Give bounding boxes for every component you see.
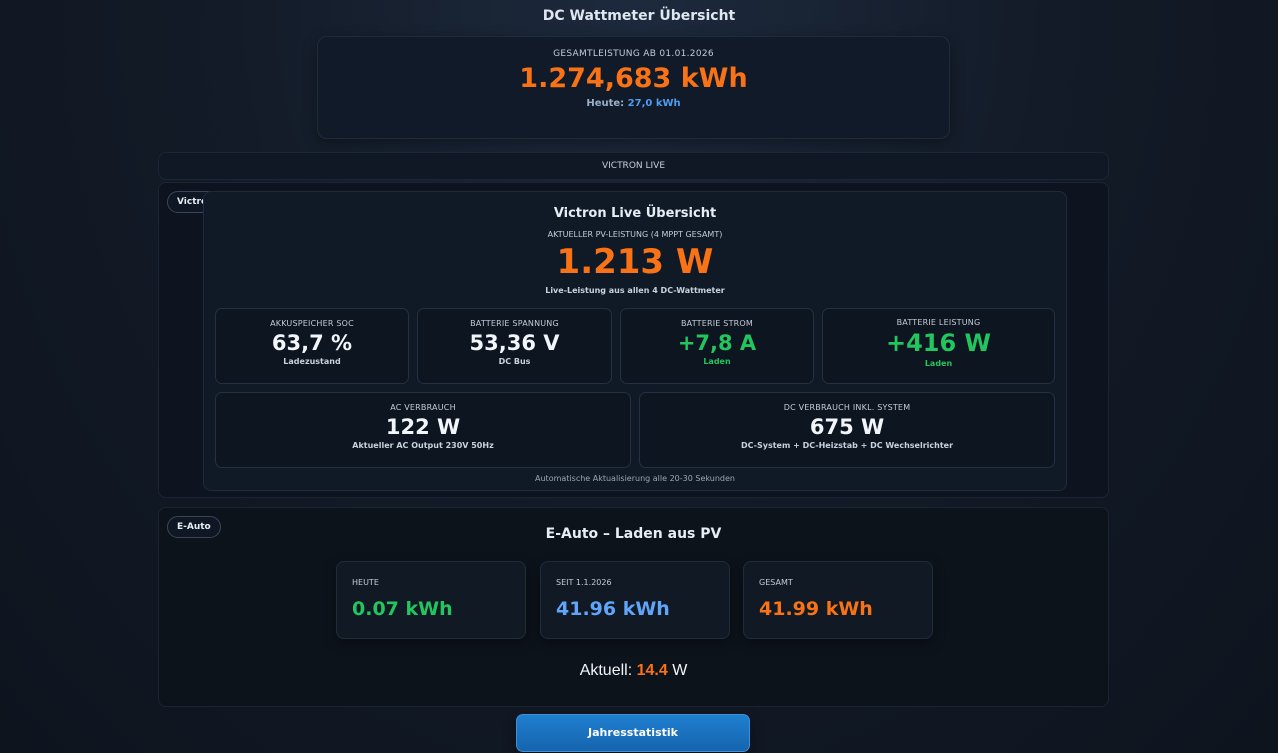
tile-label: AC VERBRAUCH [390,403,456,412]
eauto-card-total: GESAMT 41.99 kWh [743,561,933,639]
tile-battery-power: BATTERIE LEISTUNG +416 W Laden [822,308,1055,384]
tile-sub: DC-System + DC-Heizstab + DC Wechselrich… [740,441,954,450]
tile-dc-consumption: DC VERBRAUCH INKL. SYSTEM 675 W DC-Syste… [639,392,1055,468]
total-energy-label: GESAMTLEISTUNG AB 01.01.2026 [553,49,714,59]
today-energy-value: 27,0 kWh [627,98,681,109]
eauto-card-since: SEIT 1.1.2026 41.96 kWh [540,561,730,639]
victron-overview-panel: Victron Live Übersicht AKTUELLER PV-LEIS… [203,191,1067,491]
tile-value: 53,36 V [469,331,560,355]
tile-battery-current: BATTERIE STROM +7,8 A Laden [620,308,814,384]
eauto-card-value: 0.07 kWh [352,598,453,620]
eauto-section: E-Auto E-Auto – Laden aus PV HEUTE 0.07 … [158,507,1109,707]
tile-sub: Laden [703,357,731,366]
total-energy-value: 1.274,683 kWh [519,63,748,94]
auto-refresh-note: Automatische Aktualisierung alle 20-30 S… [535,474,735,483]
page-title: DC Wattmeter Übersicht [542,8,736,24]
today-energy: Heute: 27,0 kWh [318,98,949,109]
tile-label: DC VERBRAUCH INKL. SYSTEM [783,403,911,412]
tile-sub: Aktueller AC Output 230V 50Hz [352,441,494,450]
tile-soc: AKKUSPEICHER SOC 63,7 % Ladezustand [215,308,409,384]
today-energy-label: Heute: [586,98,625,109]
eauto-card-label: GESAMT [759,578,793,587]
eauto-card-value: 41.96 kWh [556,598,670,620]
victron-title: Victron Live Übersicht [553,206,717,221]
tile-sub: Laden [924,359,953,368]
tile-label: BATTERIE LEISTUNG [896,318,981,327]
eauto-current-value: 14.4 [636,662,668,679]
victron-live-tab[interactable]: VICTRON LIVE [158,152,1109,180]
eauto-current-label: Aktuell: [579,662,633,679]
tile-value: +7,8 A [677,331,757,355]
tile-label: BATTERIE SPANNUNG [470,319,559,328]
tile-sub: Ladezustand [283,357,341,366]
eauto-current-unit: W [672,662,688,679]
annual-statistics-button[interactable]: Jahresstatistik [516,714,750,752]
eauto-card-value: 41.99 kWh [759,598,873,620]
tile-value: 63,7 % [271,331,353,355]
eauto-card-label: HEUTE [352,578,379,587]
tile-value: +416 W [885,329,992,357]
eauto-card-today: HEUTE 0.07 kWh [336,561,526,639]
total-energy-card: GESAMTLEISTUNG AB 01.01.2026 1.274,683 k… [317,36,950,139]
eauto-title: E-Auto – Laden aus PV [545,526,722,542]
victron-section: Victron Victron Live Übersicht AKTUELLER… [158,182,1109,498]
tile-battery-voltage: BATTERIE SPANNUNG 53,36 V DC Bus [417,308,612,384]
eauto-badge: E-Auto [167,516,221,538]
pv-power-note: Live-Leistung aus allen 4 DC-Wattmeter [545,286,725,295]
tile-value: 675 W [809,415,885,439]
pv-power-label: AKTUELLER PV-LEISTUNG (4 MPPT GESAMT) [547,230,723,239]
tile-value: 122 W [385,415,461,439]
tile-sub: DC Bus [498,357,531,366]
pv-power-value: 1.213 W [556,242,714,282]
tile-ac-consumption: AC VERBRAUCH 122 W Aktueller AC Output 2… [215,392,631,468]
eauto-current-power: Aktuell: 14.4 W [159,662,1108,680]
eauto-card-label: SEIT 1.1.2026 [556,578,612,587]
tile-label: BATTERIE STROM [680,319,754,328]
tile-label: AKKUSPEICHER SOC [270,319,354,328]
